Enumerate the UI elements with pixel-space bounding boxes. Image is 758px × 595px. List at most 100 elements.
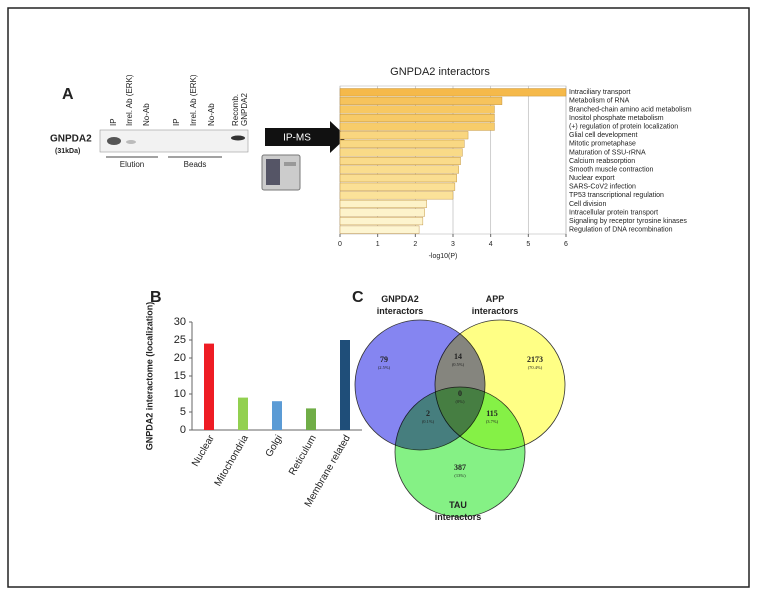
bar	[306, 408, 316, 430]
protein-label: GNPDA2	[50, 134, 92, 145]
x-tick-label: 6	[564, 241, 568, 248]
bar	[339, 131, 469, 140]
category-label: Mitotic prometaphase	[569, 141, 636, 148]
panel-label: A	[62, 86, 74, 103]
count-label: 0	[458, 389, 462, 398]
lane-label: No-Ab	[207, 103, 216, 126]
frame	[7, 7, 750, 588]
count-label: 79	[380, 355, 388, 364]
bar	[339, 225, 420, 234]
bar	[339, 191, 454, 200]
category-label: SARS-CoV2 infection	[569, 184, 636, 191]
bar	[272, 401, 282, 430]
bar	[339, 88, 567, 97]
bar	[339, 139, 465, 148]
category-label: Maturation of SSU-rRNA	[569, 149, 646, 156]
bar	[339, 217, 424, 226]
bar	[339, 165, 459, 174]
bar	[204, 343, 214, 430]
y-tick-label: 20	[174, 352, 186, 364]
y-tick-label: 10	[174, 388, 186, 400]
count-label: 115	[486, 409, 498, 418]
count-label: 2173	[527, 355, 543, 364]
lane-label: Irrel. Ab (ERK)	[125, 74, 134, 126]
panel-label: B	[150, 289, 162, 306]
category-label: Cell division	[569, 201, 606, 208]
x-tick-label: Golgi	[264, 433, 285, 459]
set-label: TAU interactors	[435, 500, 482, 522]
panel-label: C	[352, 289, 364, 306]
lane-label: GNPDA2	[240, 93, 249, 126]
x-tick-label: 1	[376, 241, 380, 248]
x-tick-label: Mitochondria	[213, 433, 251, 488]
count-label: 387	[454, 463, 466, 472]
group-label: Beads	[184, 160, 207, 169]
percent-label: (70.4%)	[528, 365, 543, 370]
category-label: (+) regulation of protein localization	[569, 123, 678, 130]
category-label: Branched-chain amino acid metabolism	[569, 106, 692, 113]
x-axis-label: -log10(P)	[429, 253, 458, 260]
category-label: Calcium reabsorption	[569, 158, 635, 165]
set-label: APP interactors	[472, 294, 519, 316]
lane-label: Irrel. Ab (ERK)	[189, 74, 198, 126]
bar	[340, 340, 350, 430]
category-label: Inositol phosphate metabolism	[569, 115, 664, 122]
band	[126, 140, 136, 144]
count-label: 2	[426, 409, 430, 418]
lane-label: IP	[172, 118, 181, 126]
percent-label: (3.7%)	[486, 419, 499, 424]
band	[231, 135, 245, 141]
y-tick-label: 15	[174, 370, 186, 382]
x-tick-label: 2	[413, 241, 417, 248]
bar	[339, 122, 495, 131]
bar	[339, 182, 456, 191]
lane-label: IP	[109, 118, 118, 126]
bar	[339, 96, 503, 105]
x-tick-label: 4	[489, 241, 493, 248]
x-tick-label: 0	[338, 241, 342, 248]
percent-label: (13%)	[454, 473, 466, 478]
x-tick-label: Nuclear	[190, 433, 217, 469]
bar	[339, 148, 463, 157]
category-label: Intracellular protein transport	[569, 209, 658, 216]
chart-title: GNPDA2 interactors	[390, 66, 490, 78]
category-label: TP53 transcriptional regulation	[569, 192, 664, 199]
bar	[339, 157, 461, 165]
lane-label: Recomb.	[231, 94, 240, 126]
category-label: Glial cell development	[569, 132, 638, 139]
percent-label: (0.1%)	[422, 419, 435, 424]
ms-instrument	[261, 154, 301, 191]
y-tick-label: 5	[180, 406, 186, 418]
category-label: Regulation of DNA recombination	[569, 227, 673, 234]
arrow	[265, 121, 347, 153]
group-label: Elution	[120, 160, 144, 169]
x-tick-label: Reticulum	[287, 433, 319, 477]
bar	[339, 208, 425, 217]
category-label: Intraciliary transport	[569, 89, 631, 96]
category-label: Nuclear export	[569, 175, 615, 182]
bar	[339, 199, 427, 208]
bar	[238, 397, 248, 430]
band	[107, 137, 121, 145]
bar	[339, 174, 457, 183]
arrow-label: IP-MS	[283, 133, 311, 144]
percent-label: (0%)	[456, 399, 465, 404]
y-tick-label: 30	[174, 316, 186, 328]
y-tick-label: 25	[174, 334, 186, 346]
bar	[339, 105, 495, 114]
category-label: Metabolism of RNA	[569, 98, 630, 105]
percent-label: (0.5%)	[452, 362, 465, 367]
protein-size: (31kDa)	[55, 148, 80, 155]
category-label: Smooth muscle contraction	[569, 166, 654, 173]
set-circle	[394, 386, 526, 518]
count-label: 14	[454, 352, 462, 361]
lane-label: No-Ab	[142, 103, 151, 126]
x-tick-label: 5	[526, 241, 530, 248]
bar	[339, 114, 495, 123]
percent-label: (2.5%)	[378, 365, 391, 370]
category-label: Signaling by receptor tyrosine kinases	[569, 218, 687, 225]
blot-image	[99, 129, 249, 153]
y-tick-label: 0	[180, 424, 186, 436]
